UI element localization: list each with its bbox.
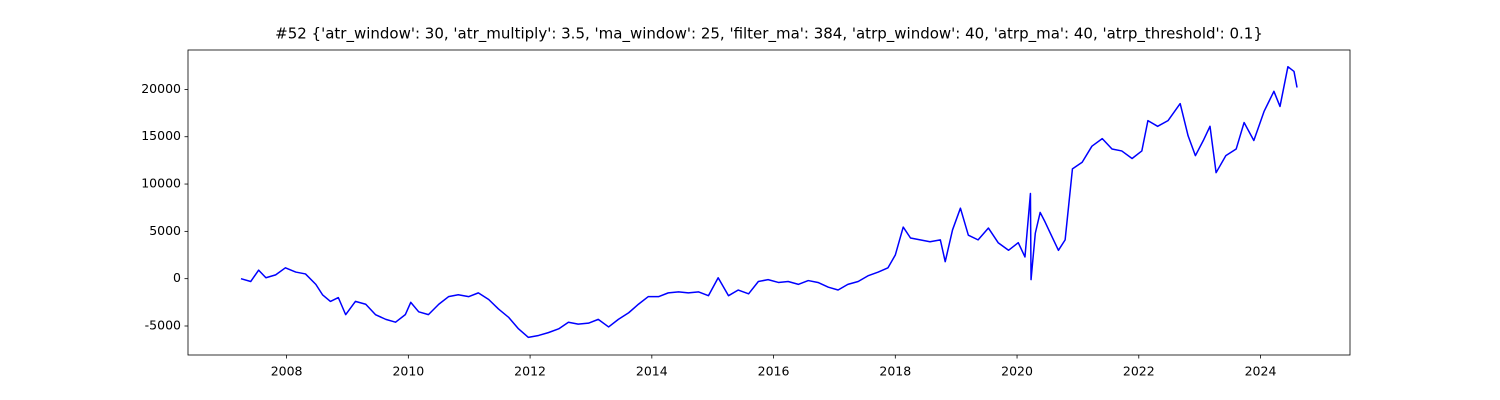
x-tick-label: 2010: [392, 364, 424, 379]
x-tick-label: 2008: [271, 364, 303, 379]
x-tick-label: 2024: [1245, 364, 1277, 379]
y-tick-label: 0: [173, 270, 181, 285]
plot-frame: [187, 49, 1351, 356]
chart-title: #52 {'atr_window': 30, 'atr_multiply': 3…: [275, 25, 1263, 44]
y-tick-label: 10000: [141, 176, 181, 191]
x-tick-label: 2014: [636, 364, 668, 379]
y-tick-label: 5000: [149, 223, 181, 238]
y-tick-label: 20000: [141, 81, 181, 96]
x-tick-label: 2018: [879, 364, 911, 379]
y-tick-label: -5000: [145, 317, 181, 332]
y-tick-label: 15000: [141, 128, 181, 143]
x-tick-label: 2016: [758, 364, 790, 379]
line: [240, 65, 1298, 339]
x-tick-label: 2020: [1001, 364, 1033, 379]
x-tick-label: 2022: [1123, 364, 1155, 379]
x-tick-label: 2012: [514, 364, 546, 379]
